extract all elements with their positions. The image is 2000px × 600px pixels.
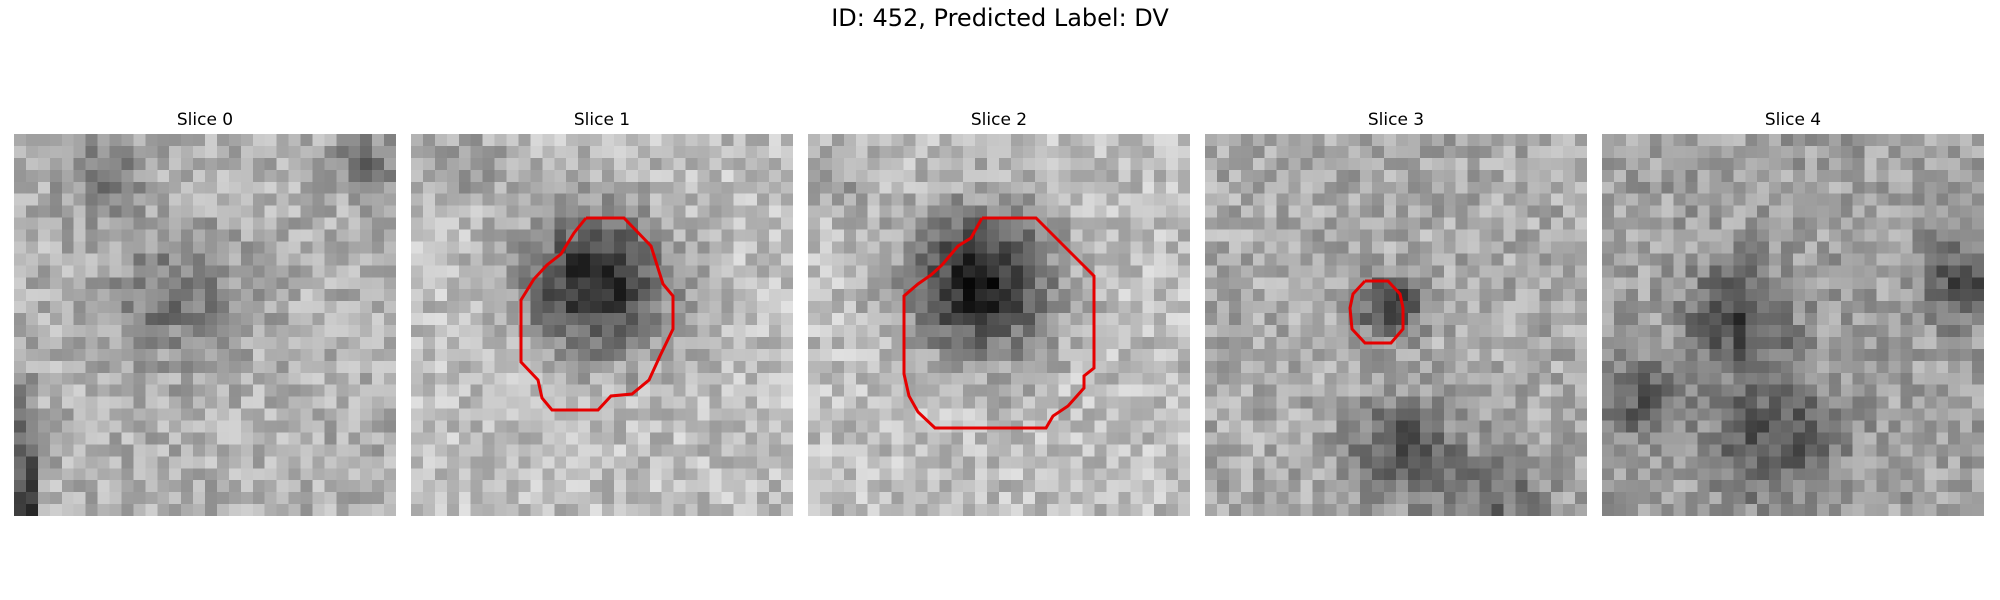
slice-panel-4: Slice 4	[1602, 108, 1984, 516]
slice-title-4: Slice 4	[1764, 110, 1822, 130]
slice-panel-3: Slice 3	[1205, 108, 1587, 516]
slice-panel-1: Slice 1	[411, 108, 793, 516]
slice-image-0	[14, 134, 396, 516]
slice-image-4	[1602, 134, 1984, 516]
segmentation-contour-2	[902, 216, 1096, 430]
slice-image-1	[411, 134, 793, 516]
segmentation-contour-1	[519, 216, 675, 412]
figure-title: ID: 452, Predicted Label: DV	[831, 4, 1169, 32]
slice-title-1: Slice 1	[573, 110, 631, 130]
segmentation-contour-3	[1348, 279, 1405, 345]
slice-title-3: Slice 3	[1367, 110, 1425, 130]
slice-image-3	[1205, 134, 1587, 516]
slice-title-0: Slice 0	[176, 110, 234, 130]
slice-panel-0: Slice 0	[14, 108, 396, 516]
slice-title-2: Slice 2	[970, 110, 1028, 130]
slice-image-2	[808, 134, 1190, 516]
slice-panel-2: Slice 2	[808, 108, 1190, 516]
